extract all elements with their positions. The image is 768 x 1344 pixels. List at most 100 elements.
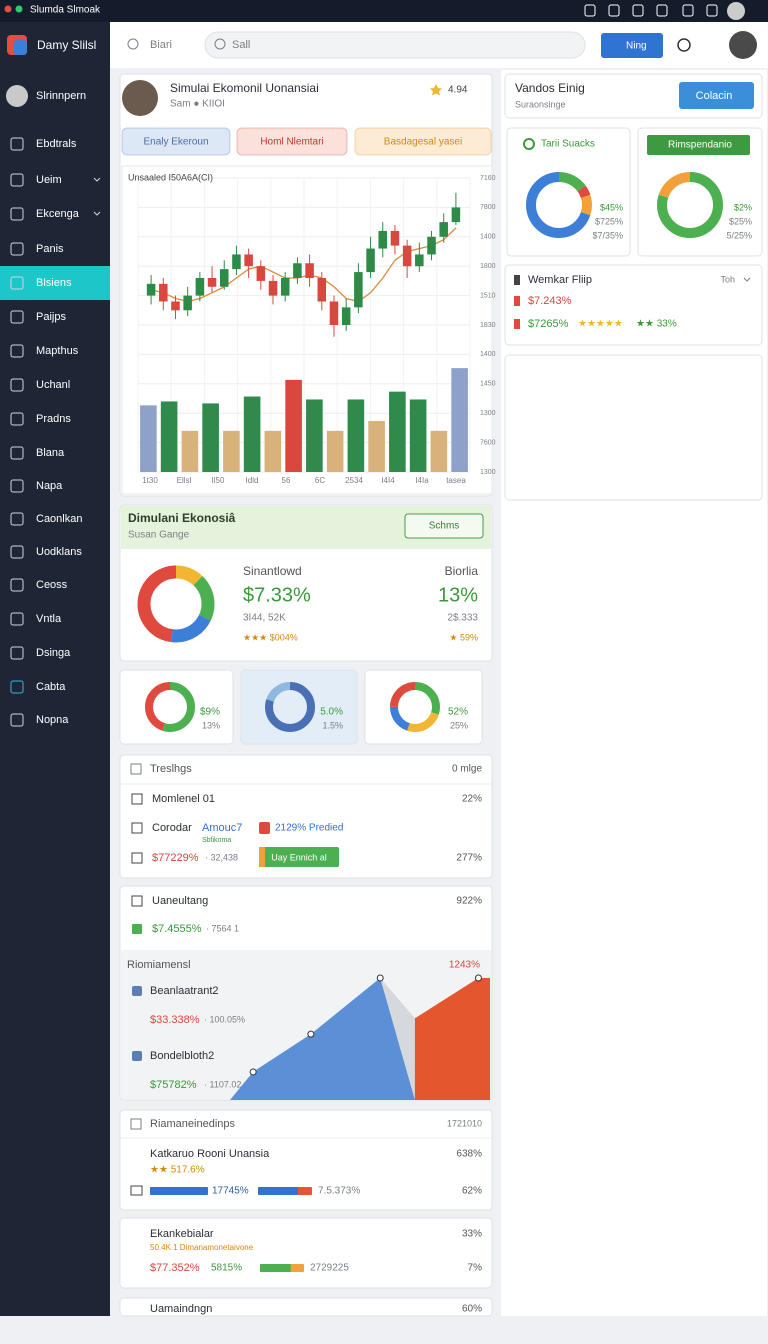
candle-body [390,230,400,246]
button-label[interactable]: Rimspendanio [668,140,732,151]
nav-icon [10,578,24,592]
candle-body [402,245,412,267]
label: Treslhgs [150,763,192,775]
title-icon [656,4,668,17]
row-icon [132,986,142,996]
nav-icon [10,612,24,626]
volume-bar [306,399,323,472]
nav-icon [10,242,24,256]
donut-segment [390,682,440,732]
card [119,669,234,745]
candle-body [329,301,339,325]
row-icon [131,822,143,834]
candle-body [244,254,253,267]
candle-body [268,280,278,296]
metric-value: 13% [438,584,478,606]
candle-body [195,277,205,296]
candle-body [354,272,363,308]
nav-icon [10,479,24,493]
row-icon [132,924,142,934]
card [504,354,763,501]
nav-icon [10,680,24,694]
label: Amouc7 [202,822,242,834]
progress-fill [258,1187,298,1195]
tab[interactable] [121,127,231,156]
nav-item[interactable]: Uchanl [36,379,70,391]
card-button[interactable] [404,513,484,539]
volume-bar [347,399,365,472]
label: · 32,438 [205,852,238,862]
label: 50.4K 1 Dimanamonetaivone [150,1243,254,1252]
title-icon [608,4,620,17]
label: $25% [729,216,752,226]
nav-icon [10,207,24,221]
volume-bar [160,401,178,472]
y-tick-label: 7600 [480,439,496,446]
progress-fill [260,1264,291,1272]
card [119,754,493,879]
candle-body [280,277,290,296]
tab[interactable] [354,127,492,156]
tab[interactable] [236,127,348,156]
nav-item[interactable]: Blana [36,447,65,459]
nav-item[interactable]: Mapthus [36,345,79,357]
x-tick-label: 56 [282,476,291,485]
label: $77229% [152,852,199,864]
y-tick-label: 1800 [480,263,496,270]
nav-item[interactable]: Blsiens [36,277,72,289]
button-label[interactable]: Schms [429,521,460,532]
tab-label[interactable]: Homl Nlemtari [260,137,323,148]
candle-body [232,254,241,270]
nav-item[interactable]: Uodklans [36,546,82,558]
nav-item[interactable]: Pradns [36,413,71,425]
nav-icon [10,446,24,460]
nav-item[interactable]: Dsinga [36,647,71,659]
header-button[interactable] [679,82,754,109]
volume-bar [264,430,282,472]
label: $7/35% [592,230,623,240]
user-avatar [6,85,28,107]
nav-item[interactable]: Ueim [36,174,62,186]
nav-item[interactable]: Caonlkan [36,513,82,525]
nav-item[interactable]: Napa [36,480,63,492]
label: $7.243% [528,295,572,307]
y-tick-label: 1510 [480,292,496,299]
label: $75782% [150,1079,197,1091]
tab-label[interactable]: Basdagesal yasei [384,137,462,148]
nav-item[interactable]: Nopna [36,714,69,726]
nav-item[interactable]: Cabta [36,681,66,693]
right-panel [501,70,767,1316]
area-point [249,1068,257,1076]
header-button-label[interactable]: Ning [626,41,647,52]
nav-item[interactable]: Ekcenga [36,208,80,220]
label: $45% [600,202,623,212]
nav-item[interactable]: Vntla [36,613,62,625]
x-tick-label: Il50 [212,476,225,485]
search-input[interactable]: Sall [232,39,250,51]
title-icon [632,4,644,17]
button-accent [259,847,265,867]
y-tick-label: 7160 [480,175,496,182]
nav-item[interactable]: Ceoss [36,579,68,591]
chart-title: Unsaaled I50A6A(CI) [128,172,213,182]
nav-item[interactable]: Paijps [36,311,66,323]
filter[interactable]: Biari [150,39,172,51]
x-tick-label: I4Ia [415,476,429,485]
label: 5/25% [726,230,752,240]
candle-body [207,277,217,287]
card-button[interactable] [647,135,750,155]
tab-label[interactable]: Enaly Ekeroun [143,137,208,148]
header-avatar [729,31,757,59]
search-icon [127,38,139,50]
nav-icon [10,276,24,290]
label: 638% [456,1149,482,1160]
label: $2% [734,202,752,212]
label: Uamaindngn [150,1303,212,1315]
label: 22% [462,794,482,805]
nav-item[interactable]: Ebdtrals [36,138,77,150]
action-button[interactable] [259,847,339,867]
nav-item[interactable]: Panis [36,243,64,255]
button-label[interactable]: Colacin [696,90,733,102]
button-label[interactable]: Uay Ennich al [271,852,327,862]
label: Beanlaatrant2 [150,985,219,997]
